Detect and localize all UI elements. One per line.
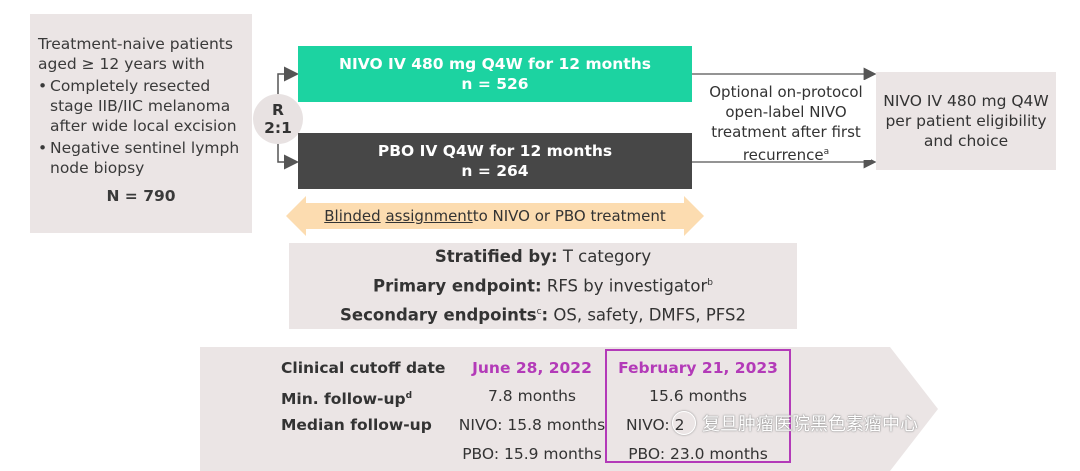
- cutoff-date-1: June 28, 2022: [472, 359, 592, 377]
- total-n: N = 790: [106, 187, 176, 205]
- patient-intro: Treatment-naive patients aged ≥ 12 years…: [38, 35, 233, 73]
- primary-endpoint-line: Primary endpoint: RFS by investigatorb: [372, 276, 713, 295]
- nivo-arm-n: n = 526: [461, 75, 529, 93]
- footnote-a: a: [823, 147, 830, 157]
- stratification-line: Stratified by: T category: [434, 246, 652, 266]
- optional-treatment-text: Optional on-protocol open-label NIVO tre…: [709, 83, 863, 164]
- blinded-assignment-label: Blinded assignment to NIVO or PBO treatm…: [286, 196, 704, 236]
- cutoff-date-2: February 21, 2023: [618, 359, 778, 377]
- randomization-node: R 2:1: [253, 94, 303, 144]
- criteria-item: Negative sentinel lymph node biopsy: [38, 138, 244, 178]
- pbo-arm-n: n = 264: [461, 162, 529, 180]
- min-followup-2: 15.6 months: [649, 387, 747, 405]
- criteria-item: Completely resected stage IIB/IIC melano…: [38, 76, 244, 136]
- branch-line: [277, 66, 299, 100]
- watermark-text: 复旦肿瘤医院黑色素瘤中心: [702, 414, 918, 435]
- median-nivo-2: NIVO: 2: [626, 416, 685, 434]
- assignment-word: assignment: [385, 207, 473, 225]
- blinded-rest: to NIVO or PBO treatment: [472, 207, 666, 225]
- min-followup-label: Min. follow-upd: [281, 390, 413, 409]
- cutoff-label: Clinical cutoff date: [281, 359, 446, 377]
- median-nivo-1: NIVO: 15.8 months: [458, 416, 606, 434]
- randomization-label: R: [272, 101, 284, 119]
- open-label-nivo-box: NIVO IV 480 mg Q4W per patient eligibili…: [876, 72, 1056, 170]
- open-label-eligibility: per patient eligibility and choice: [885, 112, 1047, 150]
- followup-arrow-background: [200, 347, 860, 471]
- optional-treatment-note: Optional on-protocol open-label NIVO tre…: [700, 82, 872, 165]
- study-design-box: Stratified by: T category Primary endpoi…: [289, 243, 797, 329]
- open-label-regimen: NIVO IV 480 mg Q4W: [883, 92, 1049, 110]
- blinded-word: Blinded: [324, 207, 381, 225]
- followup-arrow-head: [860, 347, 938, 471]
- secondary-endpoints-line: Secondary endpointsc: OS, safety, DMFS, …: [340, 305, 746, 325]
- criteria-list: Completely resected stage IIB/IIC melano…: [38, 76, 244, 178]
- nivo-arm-box: NIVO IV 480 mg Q4W for 12 months n = 526: [298, 46, 692, 102]
- median-pbo-2: PBO: 23.0 months: [628, 445, 768, 463]
- pbo-arm-box: PBO IV Q4W for 12 months n = 264: [298, 133, 692, 189]
- min-followup-1: 7.8 months: [488, 387, 576, 405]
- nivo-arm-regimen: NIVO IV 480 mg Q4W for 12 months: [339, 55, 651, 73]
- blinded-double-arrow: [286, 196, 704, 236]
- watermark: 复旦肿瘤医院黑色素瘤中心: [672, 410, 918, 436]
- branch-line: [277, 140, 299, 170]
- pbo-arm-regimen: PBO IV Q4W for 12 months: [377, 142, 613, 160]
- randomization-ratio: 2:1: [264, 119, 292, 137]
- latest-cutoff-highlight: [605, 349, 791, 463]
- median-pbo-1: PBO: 15.9 months: [462, 445, 602, 463]
- patient-population-box: Treatment-naive patients aged ≥ 12 years…: [30, 14, 252, 233]
- wechat-icon: [672, 411, 696, 435]
- median-followup-label: Median follow-up: [281, 416, 432, 434]
